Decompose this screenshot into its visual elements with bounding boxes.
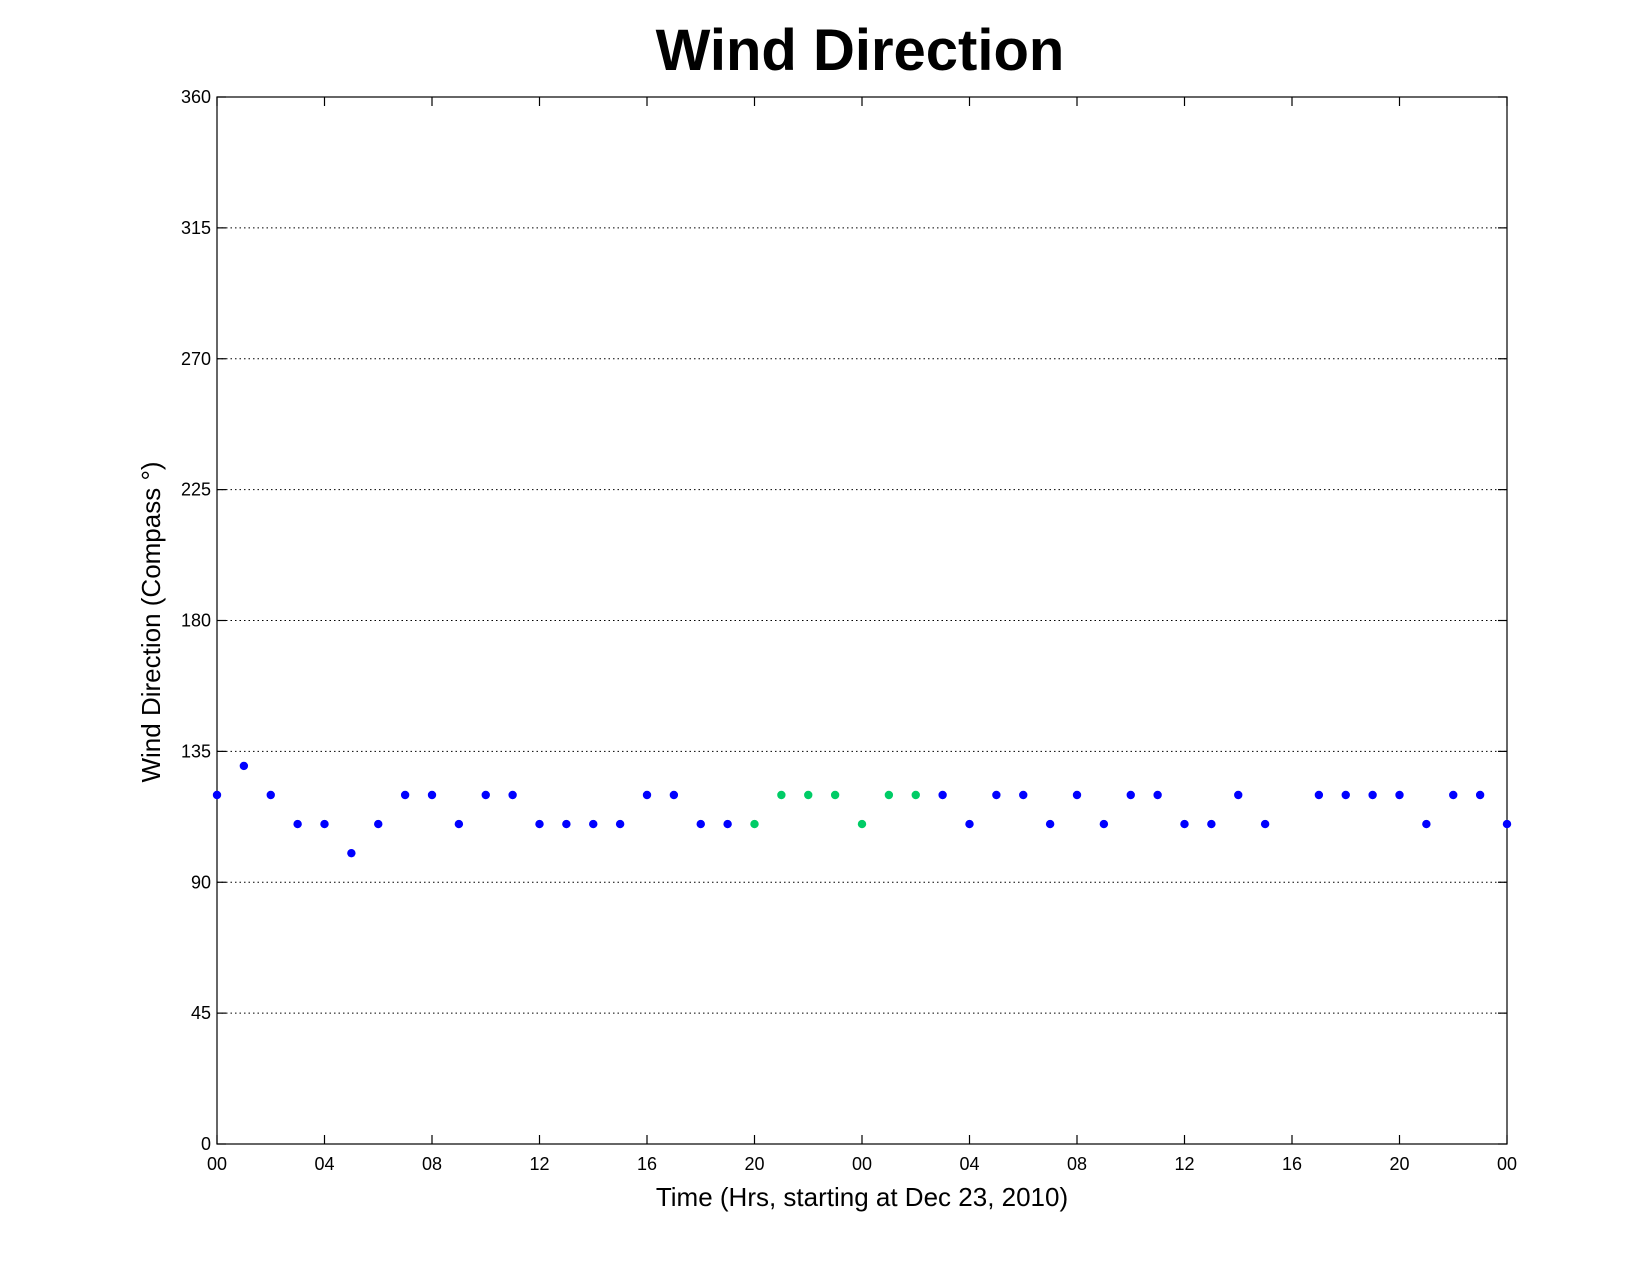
data-point [723, 819, 732, 829]
x-tick-label: 16 [637, 1154, 657, 1174]
data-point [1045, 819, 1055, 829]
y-tick-label: 270 [181, 349, 211, 369]
x-tick-label: 20 [744, 1154, 764, 1174]
data-point [508, 790, 517, 800]
data-point [857, 819, 867, 829]
x-tick-label: 00 [207, 1154, 227, 1174]
data-point [1314, 790, 1324, 800]
data-point [1072, 790, 1082, 800]
y-tick-label: 45 [191, 1003, 211, 1023]
x-tick-label: 12 [529, 1154, 549, 1174]
x-tick-label: 04 [314, 1154, 334, 1174]
data-point [669, 790, 679, 800]
data-point [1341, 790, 1350, 800]
x-tick-label: 16 [1282, 1154, 1302, 1174]
data-point [293, 819, 302, 829]
data-point [1019, 790, 1028, 800]
data-point [1207, 819, 1216, 829]
y-tick-label: 360 [181, 87, 211, 107]
data-point [320, 819, 329, 829]
y-tick-label: 225 [181, 480, 211, 500]
data-point [804, 790, 813, 800]
x-tick-label: 08 [1067, 1154, 1087, 1174]
x-tick-label: 12 [1174, 1154, 1194, 1174]
data-point [642, 790, 652, 800]
y-tick-label: 135 [181, 741, 211, 761]
data-point [454, 819, 464, 829]
y-tick-label: 0 [201, 1134, 211, 1154]
x-tick-label: 08 [422, 1154, 442, 1174]
x-axis: 00 04 08 12 16 20 00 04 08 12 16 20 00 [207, 97, 1517, 1174]
data-point [266, 790, 275, 800]
data-point [1180, 819, 1189, 829]
y-axis: 0 45 90 135 180 225 270 315 360 [181, 87, 1507, 1154]
data-point [965, 819, 974, 829]
x-tick-label: 00 [1497, 1154, 1517, 1174]
y-tick-label: 315 [181, 218, 211, 238]
data-point [239, 761, 249, 771]
y-tick-label: 180 [181, 611, 211, 631]
data-point [1475, 790, 1485, 800]
data-point [212, 790, 222, 800]
data-point [750, 819, 759, 829]
data-points [212, 761, 1512, 858]
x-axis-label: Time (Hrs, starting at Dec 23, 2010) [656, 1182, 1068, 1212]
data-point [1153, 790, 1162, 800]
data-point [1099, 819, 1109, 829]
grid-lines [217, 227, 1507, 1014]
data-point [1449, 790, 1458, 800]
x-tick-label: 20 [1389, 1154, 1409, 1174]
data-point [1126, 790, 1135, 800]
data-point [615, 819, 625, 829]
x-tick-label: 04 [959, 1154, 979, 1174]
data-point [938, 790, 947, 800]
data-point [1368, 790, 1377, 800]
data-point [1502, 819, 1512, 829]
data-point [992, 790, 1001, 800]
chart-title: Wind Direction [656, 18, 1065, 83]
data-point [535, 819, 544, 829]
data-point [347, 848, 356, 858]
data-point [830, 790, 840, 800]
y-axis-label: Wind Direction (Compass °) [136, 461, 166, 782]
data-point [884, 790, 894, 800]
y-tick-label: 90 [191, 872, 211, 892]
x-tick-label: 00 [852, 1154, 872, 1174]
data-point [1395, 790, 1404, 800]
data-point [481, 790, 490, 800]
data-point [589, 819, 598, 829]
data-point [1260, 819, 1270, 829]
data-point [1422, 819, 1431, 829]
data-point [400, 790, 410, 800]
data-point [696, 819, 705, 829]
data-point [427, 790, 437, 800]
data-point [911, 790, 920, 800]
data-point [374, 819, 383, 829]
data-point [777, 790, 786, 800]
data-point [1234, 790, 1243, 800]
data-point [562, 819, 571, 829]
